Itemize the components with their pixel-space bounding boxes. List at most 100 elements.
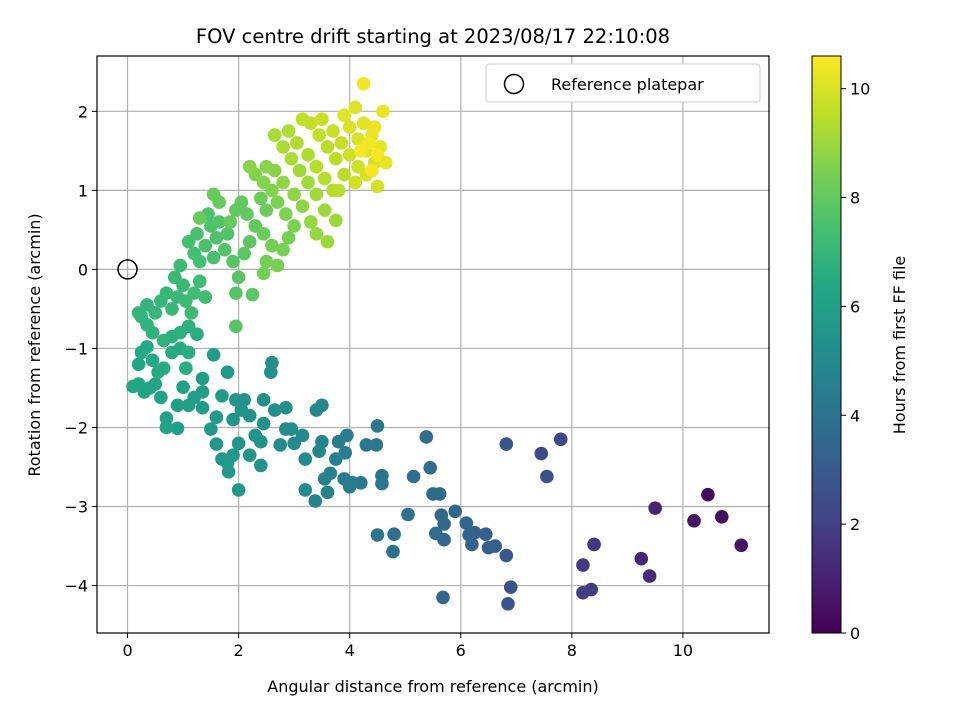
data-point: [301, 175, 315, 190]
data-point: [587, 537, 601, 552]
data-point: [181, 345, 196, 360]
data-point: [284, 151, 299, 166]
data-point: [259, 254, 274, 269]
data-point: [312, 128, 326, 142]
data-point: [215, 452, 229, 466]
data-point: [354, 144, 368, 158]
data-point: [226, 254, 240, 269]
data-point: [229, 393, 243, 407]
data-point: [173, 258, 188, 273]
data-point: [295, 112, 310, 127]
data-point: [159, 411, 174, 425]
data-point: [287, 187, 301, 202]
data-point: [259, 203, 274, 217]
data-point: [237, 246, 251, 261]
data-point: [287, 219, 301, 233]
data-point: [229, 203, 243, 217]
data-point: [342, 120, 357, 134]
colorbar-tick-label: 6: [850, 297, 860, 316]
data-point: [448, 504, 463, 519]
data-point: [242, 159, 257, 174]
y-axis-ticks: −4 −3 −2 −1 0 1 2: [64, 102, 97, 596]
data-point: [540, 469, 554, 484]
x-tick-label: 0: [122, 641, 132, 660]
y-tick-label: 2: [78, 102, 88, 121]
data-point: [256, 416, 271, 431]
data-point: [195, 371, 210, 386]
data-point: [367, 120, 382, 134]
data-point: [315, 112, 329, 127]
data-point: [295, 199, 310, 213]
data-point: [131, 357, 146, 372]
x-tick-label: 2: [234, 641, 244, 660]
data-point: [181, 398, 196, 413]
data-point: [648, 501, 662, 515]
data-point: [365, 163, 379, 178]
data-point: [156, 361, 171, 376]
data-point: [279, 422, 293, 436]
y-tick-label: 0: [78, 260, 88, 279]
data-point: [434, 508, 449, 523]
data-point: [192, 274, 207, 289]
data-point: [279, 207, 293, 221]
data-point: [267, 403, 282, 417]
data-point: [312, 444, 326, 459]
data-point: [499, 548, 514, 563]
x-tick-label: 4: [345, 641, 355, 660]
chart-title: FOV centre drift starting at 2023/08/17 …: [196, 25, 670, 48]
data-point: [423, 461, 438, 475]
data-point: [242, 234, 257, 249]
data-point: [290, 136, 304, 150]
data-point: [419, 430, 434, 444]
data-point: [553, 432, 568, 447]
data-point: [426, 487, 440, 501]
data-point: [187, 246, 201, 261]
data-point: [501, 596, 515, 611]
data-point: [309, 187, 324, 202]
data-point: [184, 306, 199, 320]
data-point: [206, 347, 221, 362]
legend-entry: Reference platepar: [551, 75, 704, 94]
data-point: [276, 242, 290, 257]
data-point: [254, 458, 268, 473]
data-point: [331, 183, 346, 198]
x-tick-label: 10: [673, 641, 693, 660]
data-point: [248, 428, 263, 443]
data-point: [503, 580, 518, 594]
reference-platepar-marker: [117, 259, 138, 280]
data-point: [406, 469, 421, 484]
data-point: [308, 494, 323, 508]
data-point: [298, 452, 313, 466]
data-point: [370, 419, 385, 433]
grid-lines: [97, 56, 769, 633]
data-point: [265, 238, 279, 253]
data-point: [298, 483, 313, 497]
data-point: [309, 403, 324, 417]
data-point: [206, 250, 221, 265]
data-point: [301, 148, 315, 162]
data-point: [176, 380, 190, 394]
colorbar: 0 2 4 6 8 10 Hours from first FF file: [811, 55, 909, 643]
data-point: [634, 551, 649, 566]
data-point: [337, 472, 351, 486]
data-point: [329, 452, 343, 466]
data-point: [145, 353, 160, 368]
data-point: [337, 167, 351, 182]
data-point: [329, 151, 343, 166]
data-point: [428, 526, 443, 541]
data-point: [220, 365, 235, 379]
data-point: [375, 468, 389, 483]
data-point: [351, 132, 365, 146]
data-point: [687, 513, 701, 528]
colorbar-tick-label: 8: [850, 189, 860, 208]
data-point: [376, 104, 390, 119]
data-point: [287, 436, 301, 451]
data-point: [317, 203, 332, 217]
data-point: [401, 507, 415, 522]
data-point: [187, 286, 201, 300]
data-point: [642, 569, 657, 583]
data-point: [331, 434, 346, 449]
data-point: [320, 485, 335, 500]
data-point: [478, 527, 493, 541]
data-point: [348, 100, 363, 115]
